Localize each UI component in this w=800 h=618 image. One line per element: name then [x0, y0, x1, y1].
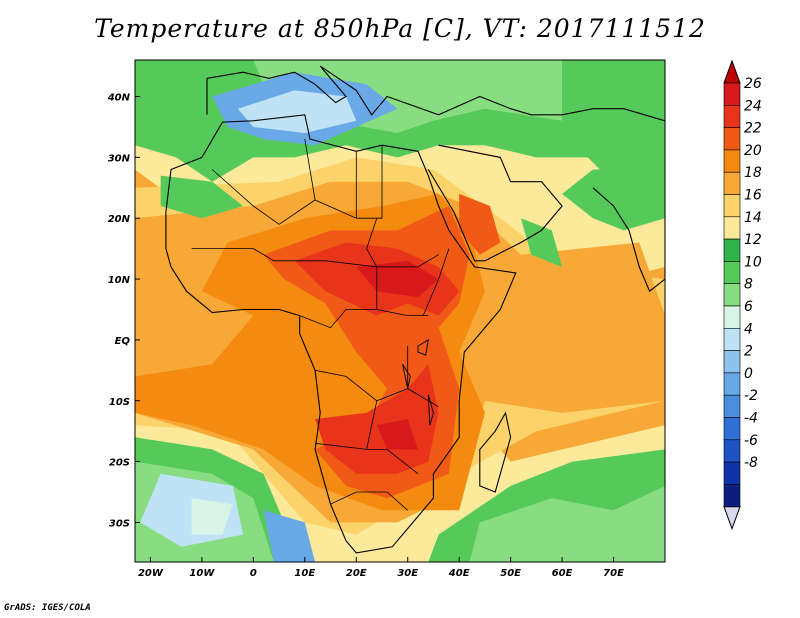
africa-coastline — [165, 114, 517, 554]
colorbar-level-label: 16 — [744, 188, 762, 204]
colorbar-level-label: 6 — [744, 299, 753, 315]
india-coastline — [592, 187, 665, 293]
temperature-fields — [135, 60, 665, 562]
lat-tick-label: 30N — [108, 153, 131, 164]
colorbar-swatch — [723, 305, 741, 329]
lat-tick-label: 40N — [107, 93, 131, 104]
lon-tick-label: 10E — [294, 568, 315, 579]
lon-tick-label: 20E — [346, 568, 367, 579]
country-border-6 — [330, 491, 408, 511]
colorbar-swatch — [723, 283, 741, 307]
pale-cyan-southwest — [191, 498, 233, 535]
colorbar-level-label: -4 — [744, 411, 758, 427]
red-zone-arabia — [459, 193, 501, 255]
lat-tick-label: 30S — [109, 518, 130, 529]
lat-tick-label: 20S — [109, 458, 130, 469]
madagascar-coastline — [479, 411, 512, 493]
colorbar-swatch — [723, 216, 741, 240]
lon-tick-label: 20W — [138, 568, 164, 579]
colorbar-swatch — [723, 261, 741, 284]
colorbar-swatch — [723, 82, 741, 106]
colorbar-level-label: -2 — [744, 388, 758, 404]
colorbar-level-label: 24 — [744, 98, 762, 114]
arabia-coastline — [427, 144, 563, 262]
light-blue-north — [237, 90, 357, 133]
lon-tick-label: 50E — [500, 568, 521, 579]
country-border-2 — [191, 248, 439, 268]
colorbar-swatch — [723, 105, 741, 128]
green-east-india — [562, 169, 665, 231]
temperature-map — [135, 60, 665, 562]
colorbar-level-label: -6 — [744, 433, 758, 449]
colorbar-swatch — [723, 350, 741, 374]
country-border-11 — [422, 248, 450, 316]
colorbar-level-label: -8 — [744, 455, 758, 471]
green-somalia-coast — [520, 218, 563, 267]
plot-frame — [134, 59, 666, 563]
colorbar-swatch — [723, 484, 741, 507]
lon-tick-label: 60E — [552, 568, 573, 579]
longitude-axis: 20W 10W 0 10E 20E 30E 40E 50E 60E 70E — [138, 557, 624, 579]
credit-label: GrADS: IGES/COLA — [4, 603, 91, 613]
lat-tick-label: EQ — [115, 336, 131, 347]
colorbar-level-label: 8 — [744, 277, 753, 293]
colorbar-level-label: 0 — [744, 366, 753, 382]
colorbar-level-label: 10 — [744, 254, 762, 270]
colorbar-swatch — [723, 238, 741, 262]
colorbar-swatch — [723, 171, 741, 195]
colorbar-level-label: 4 — [744, 321, 753, 337]
country-border-9 — [304, 139, 316, 201]
lon-tick-label: 30E — [397, 568, 418, 579]
colorbar-level-label: 18 — [744, 165, 762, 181]
lake-outline-3 — [427, 394, 434, 426]
map-title: Temperature at 850hPa [C], VT: 201711151… — [94, 14, 706, 43]
colorbar-swatch — [723, 149, 741, 173]
lon-tick-label: 10W — [189, 568, 215, 579]
colorbar-swatch — [723, 394, 741, 418]
lake-outline-2 — [402, 363, 411, 389]
colorbar-swatch — [723, 461, 741, 485]
lat-tick-label: 10N — [108, 275, 131, 286]
colorbar-swatch — [723, 327, 741, 351]
colorbar-swatch — [723, 439, 741, 463]
colorbar-swatch — [723, 127, 741, 151]
colorbar-overflow-bottom — [723, 506, 741, 531]
cold-blue-southwest — [263, 510, 316, 562]
country-border-13 — [366, 400, 378, 450]
lat-tick-label: 20N — [108, 214, 131, 225]
country-border-5 — [315, 442, 419, 475]
lon-tick-label: 40E — [448, 568, 470, 579]
green-sahara — [160, 175, 244, 219]
country-border-10 — [366, 218, 378, 310]
country-border-3 — [299, 309, 429, 329]
lat-tick-label: 10S — [109, 397, 130, 408]
colorbar-level-label: 22 — [744, 121, 762, 137]
europe-asia-coastline — [206, 65, 665, 122]
colorbar-level-label: 26 — [744, 76, 762, 92]
colorbar-swatch — [723, 417, 741, 441]
colorbar-level-label: 14 — [744, 210, 762, 226]
light-green-southeast — [469, 485, 665, 562]
colorbar-swatch — [723, 372, 741, 396]
coastlines — [165, 65, 665, 554]
dark-red-core-south — [376, 419, 418, 450]
colorbar-level-label: 12 — [744, 232, 762, 248]
lon-tick-label: 0 — [250, 568, 257, 579]
latitude-axis: 40N 30N 20N 10N EQ 10S 20S 30S — [107, 93, 140, 529]
colorbar-overflow-top — [723, 59, 741, 84]
colorbar-level-label: 20 — [744, 143, 762, 159]
colorbar-swatch — [723, 194, 741, 218]
lake-outline-1 — [417, 339, 429, 356]
colorbar-level-label: 2 — [744, 344, 753, 360]
lon-tick-label: 70E — [603, 568, 624, 579]
